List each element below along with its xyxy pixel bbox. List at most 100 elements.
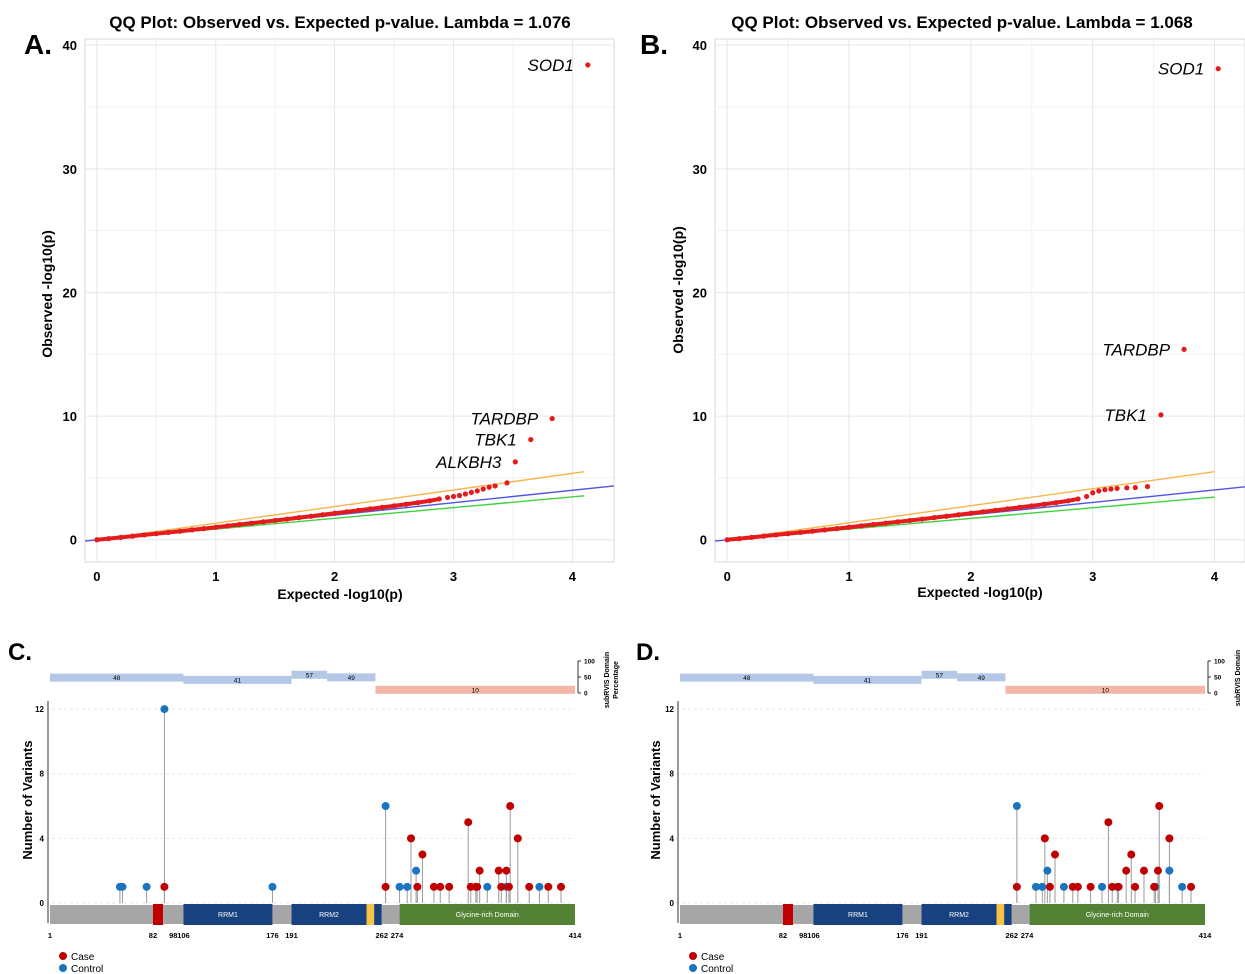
data-point [1016, 504, 1023, 510]
x-tick-label: 2 [967, 569, 974, 584]
control-variant-marker [1178, 882, 1187, 891]
data-point [992, 507, 998, 513]
data-point [272, 517, 278, 524]
case-variant-marker [1155, 802, 1164, 811]
data-point [236, 521, 243, 528]
data-point [585, 62, 591, 68]
data-point [367, 506, 373, 512]
gene-label: SOD1 [528, 56, 574, 75]
case-variant-marker [525, 882, 534, 891]
subrvis-bar-label: 57 [936, 672, 944, 679]
data-point [177, 528, 183, 534]
data-point [403, 501, 409, 507]
case-variant-marker [473, 882, 482, 891]
legend-control-marker [689, 964, 697, 972]
case-variant-marker [1187, 882, 1196, 891]
protein-domain-navy [291, 904, 367, 925]
position-label: 262 [376, 931, 389, 940]
y-tick-label: 4 [40, 834, 45, 843]
domain-label: RRM1 [848, 912, 868, 919]
data-point [797, 529, 803, 536]
protein-domain-gray [272, 905, 292, 924]
control-variant-marker [395, 882, 404, 891]
position-label: 82 [149, 931, 157, 940]
data-point [480, 486, 486, 492]
control-variant-marker [483, 882, 492, 891]
protein-domain-red [782, 904, 794, 925]
y-tick-label: 30 [693, 162, 707, 177]
control-variant-marker [142, 882, 151, 891]
legend-control-marker [59, 964, 67, 972]
case-variant-marker [1104, 818, 1113, 827]
protein-domain-gray [902, 905, 922, 924]
y-tick-label: 12 [665, 705, 674, 714]
control-variant-marker [1165, 866, 1174, 875]
orange-line [96, 471, 585, 541]
case-variant-marker [1114, 882, 1123, 891]
domain-label: RRM2 [949, 912, 969, 919]
data-point [1029, 503, 1035, 509]
case-variant-marker [497, 882, 506, 891]
case-variant-marker [413, 882, 422, 891]
control-variant-marker [412, 866, 421, 875]
legend-c: Case Control [59, 952, 103, 974]
control-variant-marker [118, 882, 127, 891]
data-point [141, 532, 148, 538]
protein-domain-gray [163, 905, 184, 924]
x-tick-label: 3 [1089, 569, 1096, 584]
qq-panel-a: A. QQ Plot: Observed vs. Expected p-valu… [24, 13, 615, 602]
data-point [129, 533, 136, 539]
data-point [450, 493, 457, 500]
subrvis-bar-label: 48 [743, 675, 751, 682]
domain-label: RRM2 [319, 912, 339, 919]
data-point [724, 537, 730, 543]
data-point [94, 537, 100, 543]
subrvis-bar [327, 673, 376, 682]
subrvis-bar [183, 675, 292, 684]
control-variant-marker [535, 882, 544, 891]
panel-letter-c: C. [8, 639, 32, 666]
data-point [870, 521, 876, 528]
case-variant-marker [445, 882, 454, 891]
data-point [1090, 490, 1096, 496]
data-point [858, 523, 864, 529]
data-point [201, 526, 207, 532]
y-tick-label: 40 [693, 38, 707, 53]
qq-title-a: QQ Plot: Observed vs. Expected p-value. … [109, 13, 571, 32]
case-variant-marker [1153, 866, 1162, 875]
qq-ylabel-a: Observed -log10(p) [39, 230, 55, 358]
position-label: 191 [285, 931, 298, 940]
subrvis-tick-label: 50 [584, 675, 592, 682]
data-point [492, 483, 498, 489]
data-point [846, 524, 852, 530]
data-point [1102, 487, 1108, 493]
data-point [1065, 498, 1071, 504]
protein-domain-green [1029, 904, 1205, 925]
data-point [736, 536, 742, 542]
data-point [153, 531, 159, 537]
data-point [968, 510, 974, 516]
subrvis-bar-label: 10 [1102, 687, 1110, 694]
data-point [332, 510, 338, 516]
subrvis-bar-label: 57 [306, 672, 314, 679]
y-tick-label: 20 [63, 285, 77, 300]
protein-domain-navy [183, 904, 273, 925]
qq-panel-b: B. QQ Plot: Observed vs. Expected p-valu… [640, 13, 1245, 600]
subrvis-bar-label: 10 [472, 687, 480, 694]
qq-xlabel-b: Expected -log10(p) [917, 584, 1042, 600]
data-point [284, 516, 290, 522]
control-variant-marker [381, 802, 390, 811]
data-point [1096, 488, 1102, 494]
subrvis-label-c-2: Percentage [613, 661, 620, 699]
control-variant-marker [1043, 866, 1052, 875]
data-point [415, 500, 421, 506]
case-variant-marker [1165, 834, 1174, 843]
x-tick-label: 4 [569, 569, 577, 584]
panel-letter-b: B. [640, 29, 668, 60]
subrvis-label-c-1: subRVIS Domain [604, 652, 611, 708]
x-tick-label: 1 [845, 569, 852, 584]
x-tick-label: 0 [93, 569, 100, 584]
y-tick-label: 4 [670, 834, 675, 843]
